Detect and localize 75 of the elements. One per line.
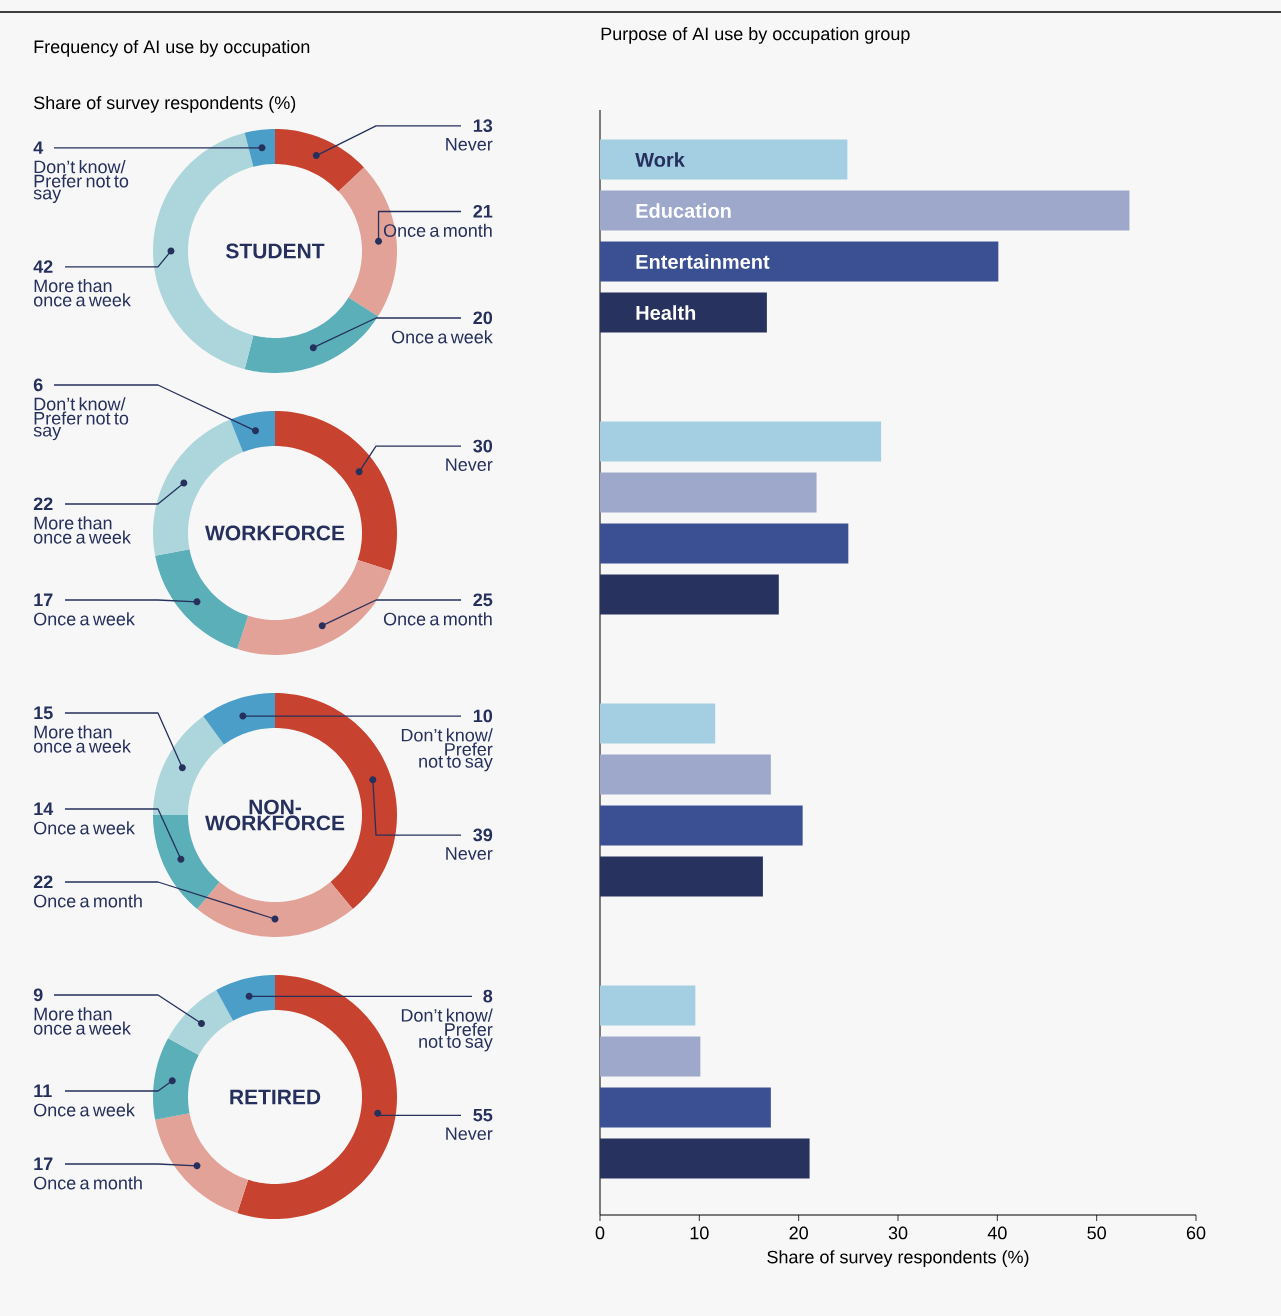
bar: [600, 805, 803, 846]
slice-label: More than once a week: [33, 1007, 131, 1035]
chart-title: Purpose of AI use by occupation group: [601, 27, 910, 44]
data-label: 21: [473, 204, 493, 218]
data-label: 6: [33, 378, 43, 392]
slice-label: Once a month: [34, 1176, 142, 1190]
bar: [600, 190, 1130, 231]
slice-label: Don’t know/ Prefer not to say: [401, 728, 493, 772]
text: NON-WORKFORCE: [205, 799, 345, 831]
data-label: 15: [34, 706, 53, 720]
x-tick-label: 20: [789, 1226, 808, 1240]
data-label: 10: [473, 709, 493, 723]
series-label: Entertainment: [636, 254, 770, 269]
bar: [600, 241, 999, 282]
data-label: 13: [473, 119, 493, 133]
chart-title: Frequency of AI use by occupation: [34, 39, 310, 57]
bar: [600, 421, 882, 462]
x-tick-label: 60: [1186, 1226, 1206, 1240]
slice-label: Never: [446, 458, 493, 471]
series-label: Work: [635, 152, 685, 167]
chart-subtitle: Share of survey respondents (%): [34, 95, 296, 113]
data-label: 11: [34, 1084, 52, 1098]
slice-label: Once a month: [34, 894, 142, 908]
bar: [600, 574, 779, 615]
slice-label: Once a month: [383, 612, 492, 626]
bar: [600, 856, 763, 897]
data-label: 42: [33, 260, 53, 273]
slice-label: More than once a week: [33, 279, 131, 307]
data-label: 22: [33, 497, 53, 510]
data-label: 55: [473, 1108, 493, 1122]
bar: [600, 523, 849, 564]
slice-label: Never: [446, 847, 493, 860]
bar: [600, 292, 767, 333]
slice-label: Once a week: [391, 330, 493, 344]
bar: [600, 703, 716, 744]
data-label: 30: [473, 439, 493, 453]
x-axis-title: Share of survey respondents (%): [767, 1250, 1029, 1267]
x-tick-label: 30: [888, 1226, 908, 1240]
data-label: 14: [34, 802, 54, 815]
data-label: 20: [473, 311, 493, 325]
bar: [600, 472, 817, 513]
slice-label: Don’t know/ Prefer not to say: [401, 1008, 493, 1052]
text: STUDENT: [226, 243, 325, 259]
data-label: 22: [33, 875, 53, 888]
slice-label: More than once a week: [33, 516, 131, 544]
bar: [600, 1036, 701, 1077]
data-label: 4: [33, 141, 44, 154]
data-label: 8: [483, 989, 493, 1003]
slice-label: Once a week: [34, 1103, 135, 1117]
x-tick-label: 40: [987, 1226, 1007, 1240]
slice-label: Once a week: [34, 612, 135, 626]
bar: [600, 1087, 771, 1128]
slice-label: Never: [446, 1127, 493, 1141]
data-label: 17: [34, 593, 53, 606]
x-tick-label: 0: [595, 1226, 605, 1240]
slice-label: Once a week: [34, 821, 135, 835]
data-label: 9: [33, 988, 43, 1002]
bar: [600, 1138, 810, 1179]
data-label: 39: [473, 828, 493, 842]
slice-label: Don’t know/ Prefer not to say: [33, 160, 129, 203]
series-label: Health: [636, 305, 696, 320]
data-label: 25: [473, 593, 493, 607]
x-tick-label: 10: [690, 1226, 709, 1240]
bar: [600, 139, 848, 180]
series-label: Education: [636, 203, 731, 218]
slice-label: More than once a week: [33, 725, 131, 753]
bar: [600, 754, 771, 795]
x-tick-label: 50: [1087, 1226, 1106, 1240]
slice-label: Never: [446, 138, 493, 151]
text: RETIRED: [230, 1089, 321, 1105]
slice-label: Don’t know/ Prefer not to say: [33, 397, 129, 441]
text: WORKFORCE: [205, 525, 345, 541]
bar: [600, 985, 696, 1026]
data-label: 17: [34, 1157, 53, 1171]
slice-label: Once a month: [383, 223, 492, 237]
